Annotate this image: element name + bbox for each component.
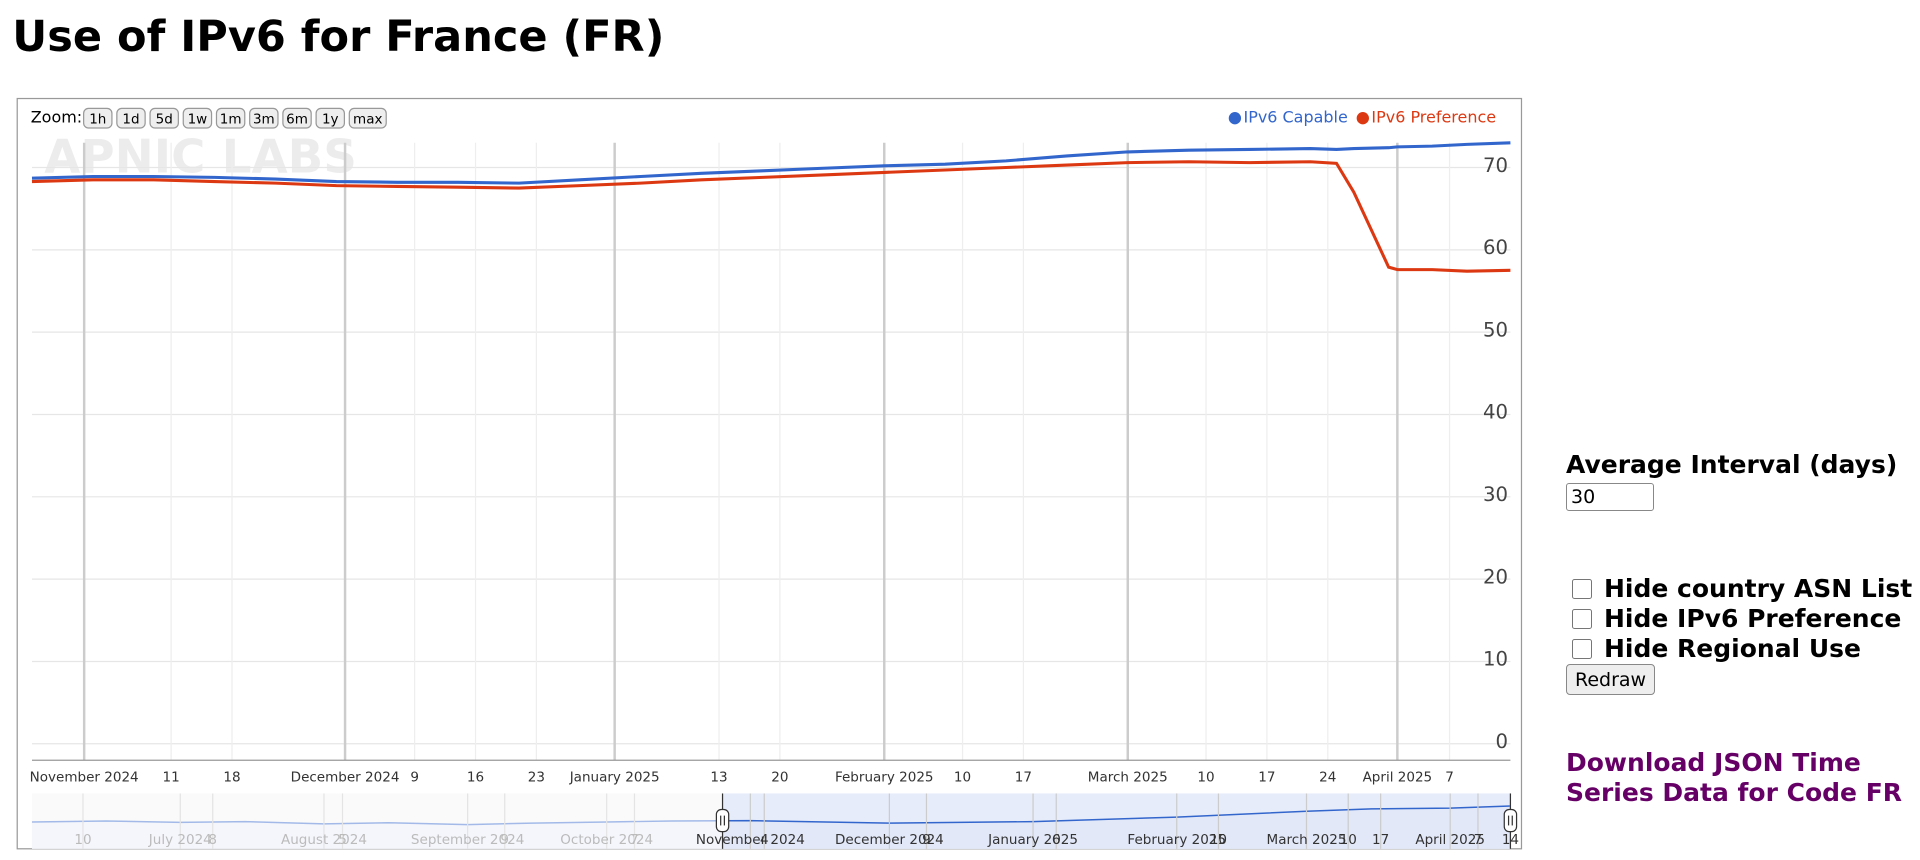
navigator-tick-label: March 2025 <box>1267 832 1347 848</box>
x-tick-label: 18 <box>223 769 240 785</box>
x-tick-label: 16 <box>467 769 484 785</box>
navigator-tick-label: 10 <box>74 832 91 848</box>
x-tick-label: 10 <box>954 769 971 785</box>
navigator-handle[interactable] <box>715 808 730 833</box>
y-tick-label: 10 <box>1483 648 1508 671</box>
x-tick-label: 23 <box>528 769 545 785</box>
x-tick-label: January 2025 <box>569 769 660 785</box>
zoom-button-label[interactable]: 1h <box>89 111 106 127</box>
zoom-button[interactable] <box>83 107 113 129</box>
zoom-button[interactable] <box>215 107 246 129</box>
navigator-mask <box>31 793 723 849</box>
checkbox[interactable] <box>1572 578 1592 599</box>
chart-frame <box>16 97 1523 850</box>
zoom-button[interactable] <box>282 107 312 129</box>
navigator-tick-label: 10 <box>1210 832 1227 848</box>
navigator-tick-label: September 2024 <box>411 832 524 848</box>
checkbox-row[interactable]: Hide Regional Use <box>1572 634 1861 663</box>
zoom-button-label[interactable]: 5d <box>156 111 173 127</box>
navigator-tick-label: 8 <box>208 832 217 848</box>
zoom-label: Zoom: <box>31 108 82 127</box>
x-tick-label: March 2025 <box>1088 769 1168 785</box>
zoom-button[interactable] <box>348 107 387 129</box>
zoom-button[interactable] <box>249 107 279 129</box>
interval-label: Average Interval (days) <box>1566 450 1898 479</box>
navigator-tick-label: December 2024 <box>835 832 944 848</box>
x-tick-label: 17 <box>1015 769 1032 785</box>
navigator-handle[interactable] <box>1503 808 1518 833</box>
zoom-button[interactable] <box>149 107 179 129</box>
y-tick-label: 50 <box>1483 318 1508 341</box>
navigator-tick-label: 10 <box>1340 832 1357 848</box>
navigator-tick-label: 4 <box>760 832 769 848</box>
zoom-button[interactable] <box>182 107 213 129</box>
x-tick-label: April 2025 <box>1363 769 1433 785</box>
legend-marker[interactable] <box>1228 112 1242 125</box>
x-tick-label: November 2024 <box>30 769 139 785</box>
navigator-tick-label: April 2025 <box>1415 832 1485 848</box>
zoom-button-label[interactable]: 1w <box>188 111 208 127</box>
checkbox[interactable] <box>1572 608 1592 629</box>
navigator-tick-label: January 2025 <box>987 832 1078 848</box>
redraw-button[interactable]: Redraw <box>1566 664 1656 695</box>
zoom-button-label[interactable]: 1d <box>122 111 139 127</box>
x-tick-label: 24 <box>1319 769 1336 785</box>
navigator-tick-label: November 2024 <box>696 832 805 848</box>
x-tick-label: 17 <box>1258 769 1275 785</box>
zoom-button-label[interactable]: 3m <box>253 111 275 127</box>
zoom-button[interactable] <box>116 107 146 129</box>
checkbox-row[interactable]: Hide country ASN List <box>1572 574 1912 603</box>
x-tick-label: December 2024 <box>291 769 400 785</box>
zoom-button-label[interactable]: 1y <box>322 111 339 127</box>
zoom-button[interactable] <box>315 107 346 129</box>
download-link[interactable]: Download JSON Time Series Data for Code … <box>1566 748 1903 807</box>
navigator-tick-label: July 2024 <box>148 832 212 848</box>
navigator-tick-label: 5 <box>338 832 347 848</box>
x-tick-label: 7 <box>1445 769 1454 785</box>
zoom-button-label[interactable]: 1m <box>220 111 242 127</box>
checkbox-label: Hide IPv6 Preference <box>1604 604 1902 633</box>
checkbox-label: Hide Regional Use <box>1604 634 1861 663</box>
navigator-tick-label: August 2024 <box>281 832 367 848</box>
x-tick-label: 20 <box>771 769 788 785</box>
legend-label[interactable]: IPv6 Capable <box>1244 108 1348 127</box>
navigator-tick-label: 9 <box>500 832 509 848</box>
y-tick-label: 40 <box>1483 401 1508 424</box>
zoom-button-label[interactable]: 6m <box>286 111 308 127</box>
zoom-button-label[interactable]: max <box>353 111 382 127</box>
y-tick-label: 0 <box>1495 730 1508 753</box>
legend-label[interactable]: IPv6 Preference <box>1371 108 1496 127</box>
checkbox[interactable] <box>1572 638 1592 659</box>
series-line <box>31 141 1511 185</box>
y-tick-label: 20 <box>1483 565 1508 588</box>
x-tick-label: 9 <box>410 769 419 785</box>
navigator-tick-label: 7 <box>630 832 639 848</box>
interval-input[interactable] <box>1566 483 1654 511</box>
x-tick-label: 10 <box>1197 769 1214 785</box>
page-title: Use of IPv6 for France (FR) <box>12 12 664 62</box>
y-tick-label: 30 <box>1483 483 1508 506</box>
checkbox-row[interactable]: Hide IPv6 Preference <box>1572 604 1901 633</box>
x-tick-label: 11 <box>163 769 180 785</box>
navigator-tick-label: 17 <box>1372 832 1389 848</box>
checkbox-label: Hide country ASN List <box>1604 574 1913 603</box>
y-tick-label: 60 <box>1483 236 1508 259</box>
navigator-tick-label: 6 <box>1052 832 1061 848</box>
series-line <box>31 160 1511 273</box>
x-tick-label: 13 <box>710 769 727 785</box>
y-tick-label: 70 <box>1483 154 1508 177</box>
legend-marker[interactable] <box>1356 112 1369 125</box>
navigator-tick-label: October 2024 <box>560 832 653 848</box>
x-tick-label: February 2025 <box>835 769 934 785</box>
navigator-tick-label: 9 <box>922 832 931 848</box>
navigator-tick-label: February 2025 <box>1127 832 1226 848</box>
navigator-tick-label: 7 <box>1474 832 1483 848</box>
